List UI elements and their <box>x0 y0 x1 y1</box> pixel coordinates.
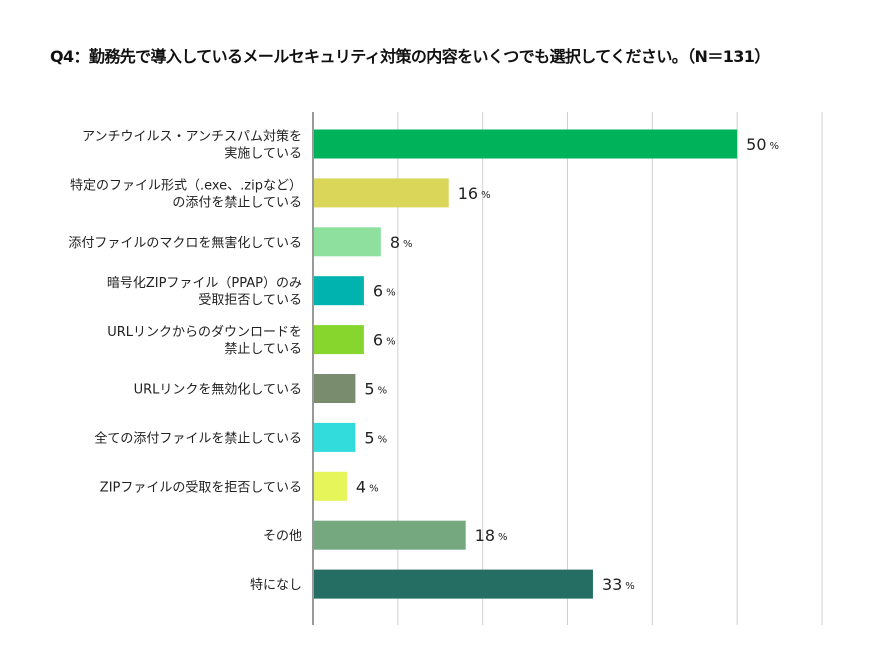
category-label: 実施している <box>224 146 302 162</box>
data-label-unit: % <box>378 434 388 445</box>
data-label: 6 <box>373 331 383 350</box>
bar <box>314 178 449 208</box>
data-label-unit: % <box>386 337 396 348</box>
bar <box>314 520 466 550</box>
bar <box>314 129 738 159</box>
bar <box>314 471 347 501</box>
data-label-unit: % <box>498 532 508 543</box>
category-label: ZIPファイルの受取を拒否している <box>100 480 302 495</box>
category-label: 暗号化ZIPファイル（PPAP）のみ <box>107 276 302 291</box>
bar <box>314 422 356 452</box>
category-label: 特定のファイル形式（.exe、.zipなど） <box>70 178 302 193</box>
category-label: 受取拒否している <box>198 293 302 308</box>
data-label-unit: % <box>625 581 635 592</box>
data-label: 8 <box>390 233 400 252</box>
category-label: 禁止している <box>224 342 302 357</box>
bar <box>314 227 381 257</box>
data-label: 6 <box>373 282 383 301</box>
bar <box>314 374 356 403</box>
category-label: の添付を禁止している <box>172 195 302 210</box>
category-label: URLリンクを無効化している <box>134 383 302 398</box>
data-label-unit: % <box>481 190 491 201</box>
data-label: 18 <box>475 526 495 545</box>
data-label: 33 <box>602 575 622 594</box>
bar <box>314 276 364 306</box>
category-label: URLリンクからのダウンロードを <box>107 325 302 340</box>
data-label: 5 <box>364 428 374 447</box>
category-label: アンチウイルス・アンチスパム対策を <box>82 129 302 145</box>
chart-title: Q4：勤務先で導入しているメールセキュリティ対策の内容をいくつでも選択してくださ… <box>50 47 770 66</box>
category-label: 特になし <box>250 578 302 593</box>
data-label: 16 <box>458 184 478 203</box>
data-label-unit: % <box>403 239 413 250</box>
category-label: 全ての添付ファイルを禁止している <box>94 430 302 446</box>
data-label-unit: % <box>386 288 396 299</box>
bar <box>314 325 364 355</box>
data-label: 4 <box>356 477 366 496</box>
data-label: 50 <box>746 135 766 154</box>
bar <box>314 569 593 599</box>
data-label: 5 <box>364 380 374 399</box>
data-label-unit: % <box>369 483 379 494</box>
data-label-unit: % <box>378 386 388 397</box>
category-label: 添付ファイルのマクロを無害化している <box>68 235 302 251</box>
category-label: その他 <box>263 529 302 544</box>
data-label-unit: % <box>770 141 780 152</box>
